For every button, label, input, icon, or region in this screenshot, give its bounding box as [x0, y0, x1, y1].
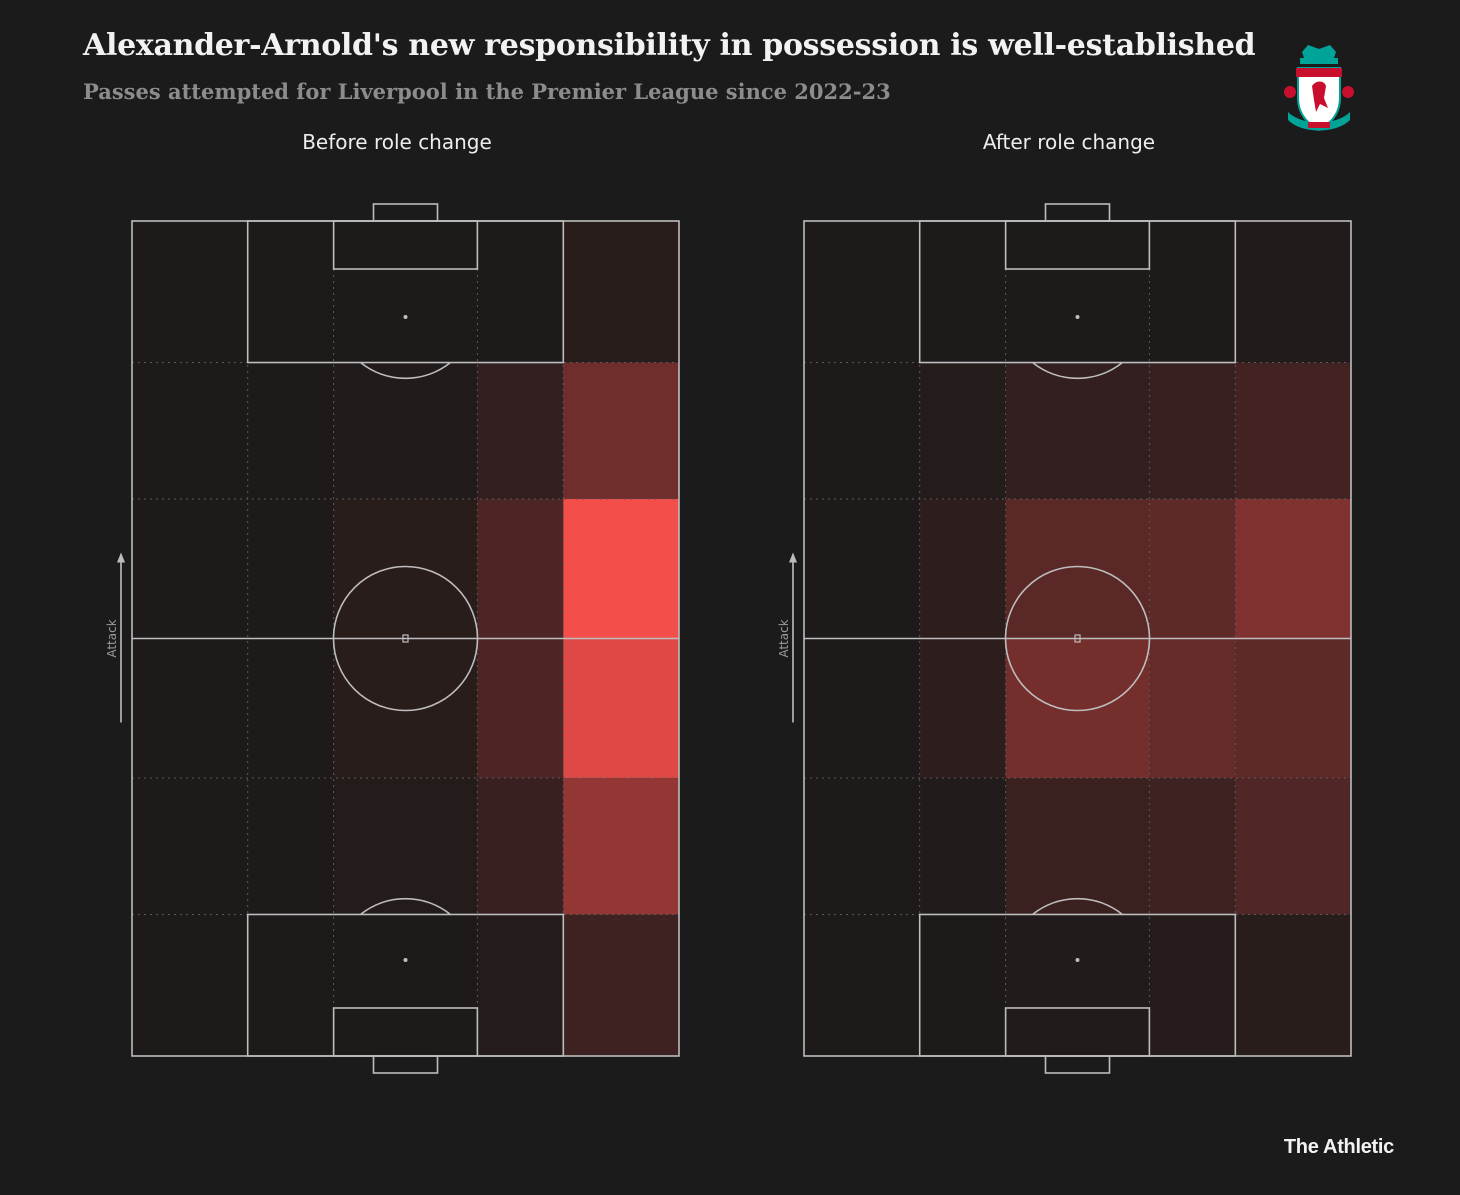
- penalty-spot-bottom: [403, 957, 408, 962]
- heat-cell: [1005, 778, 1150, 915]
- heat-cell: [1005, 914, 1150, 1056]
- heat-cell: [477, 778, 564, 915]
- penalty-spot-bottom: [1075, 957, 1080, 962]
- heat-cell: [804, 638, 920, 779]
- liverpool-crest-icon: [1284, 45, 1354, 132]
- centre-circle: [1004, 565, 1151, 712]
- heat-cell: [1005, 221, 1150, 363]
- heat-cell: [919, 914, 1006, 1056]
- heat-cell: [804, 778, 920, 915]
- heat-cell: [333, 362, 478, 499]
- attack-arrowhead: [789, 552, 797, 563]
- heat-cell: [563, 221, 679, 363]
- heat-cell: [1005, 498, 1150, 639]
- heat-cell: [333, 498, 478, 639]
- heat-cell: [333, 221, 478, 363]
- heat-cell: [563, 362, 679, 499]
- heat-cell: [477, 498, 564, 639]
- centre-spot: [1074, 634, 1081, 643]
- heat-cell: [1149, 362, 1236, 499]
- panel-title-before: Before role change: [302, 130, 492, 154]
- goal-bottom: [1044, 1055, 1111, 1074]
- heat-cell: [1005, 638, 1150, 779]
- heat-cell: [132, 638, 248, 779]
- page-subtitle: Passes attempted for Liverpool in the Pr…: [83, 79, 891, 104]
- heat-cell: [804, 498, 920, 639]
- heat-cell: [919, 498, 1006, 639]
- panel-title-after: After role change: [982, 130, 1156, 154]
- heat-cell: [804, 914, 920, 1056]
- heat-cell: [919, 362, 1006, 499]
- heat-cell: [919, 221, 1006, 363]
- penalty-arc-top: [360, 361, 451, 380]
- penalty-arc-bottom: [1032, 897, 1123, 916]
- heat-cell: [1235, 778, 1351, 915]
- heat-cell: [1149, 221, 1236, 363]
- centre-circle: [332, 565, 479, 712]
- goal-bottom: [372, 1055, 439, 1074]
- attack-label: Attack: [777, 619, 791, 657]
- heat-cell: [1149, 638, 1236, 779]
- heat-cell: [477, 914, 564, 1056]
- heat-cell: [563, 638, 679, 779]
- penalty-arc-top: [1032, 361, 1123, 380]
- penalty-arc-bottom: [360, 897, 451, 916]
- heat-cell: [1149, 778, 1236, 915]
- heat-cell: [919, 638, 1006, 779]
- heat-cell: [1005, 362, 1150, 499]
- heat-cell: [1235, 914, 1351, 1056]
- heat-cell: [477, 362, 564, 499]
- heat-cell: [563, 778, 679, 915]
- heat-cell: [333, 638, 478, 779]
- heat-cell: [1235, 221, 1351, 363]
- page-title: Alexander-Arnold's new responsibility in…: [83, 28, 1256, 63]
- goal-top: [1044, 203, 1111, 222]
- centre-spot: [402, 634, 409, 643]
- heat-cell: [477, 638, 564, 779]
- heat-cell: [804, 221, 920, 363]
- heat-cell: [247, 638, 334, 779]
- heat-cell: [132, 362, 248, 499]
- penalty-spot-top: [403, 315, 408, 320]
- heat-cell: [1235, 638, 1351, 779]
- heat-cell: [1149, 914, 1236, 1056]
- heat-cell: [247, 221, 334, 363]
- attack-arrowhead: [117, 552, 125, 563]
- penalty-spot-top: [1075, 315, 1080, 320]
- heat-cell: [333, 914, 478, 1056]
- goal-top: [372, 203, 439, 222]
- heat-cell: [919, 778, 1006, 915]
- heat-cell: [247, 362, 334, 499]
- heat-cell: [1149, 498, 1236, 639]
- heat-cell: [563, 914, 679, 1056]
- attack-label: Attack: [105, 619, 119, 657]
- heat-cell: [247, 498, 334, 639]
- heat-cell: [333, 778, 478, 915]
- heat-cell: [132, 498, 248, 639]
- the-athletic-logo: The Athletic: [1283, 1136, 1394, 1158]
- heat-cell: [132, 778, 248, 915]
- heat-cell: [1235, 498, 1351, 639]
- heat-cell: [132, 221, 248, 363]
- heat-cell: [247, 778, 334, 915]
- heat-cell: [1235, 362, 1351, 499]
- heat-cell: [132, 914, 248, 1056]
- heat-cell: [477, 221, 564, 363]
- heat-cell: [247, 914, 334, 1056]
- heat-cell: [563, 498, 679, 639]
- heat-cell: [804, 362, 920, 499]
